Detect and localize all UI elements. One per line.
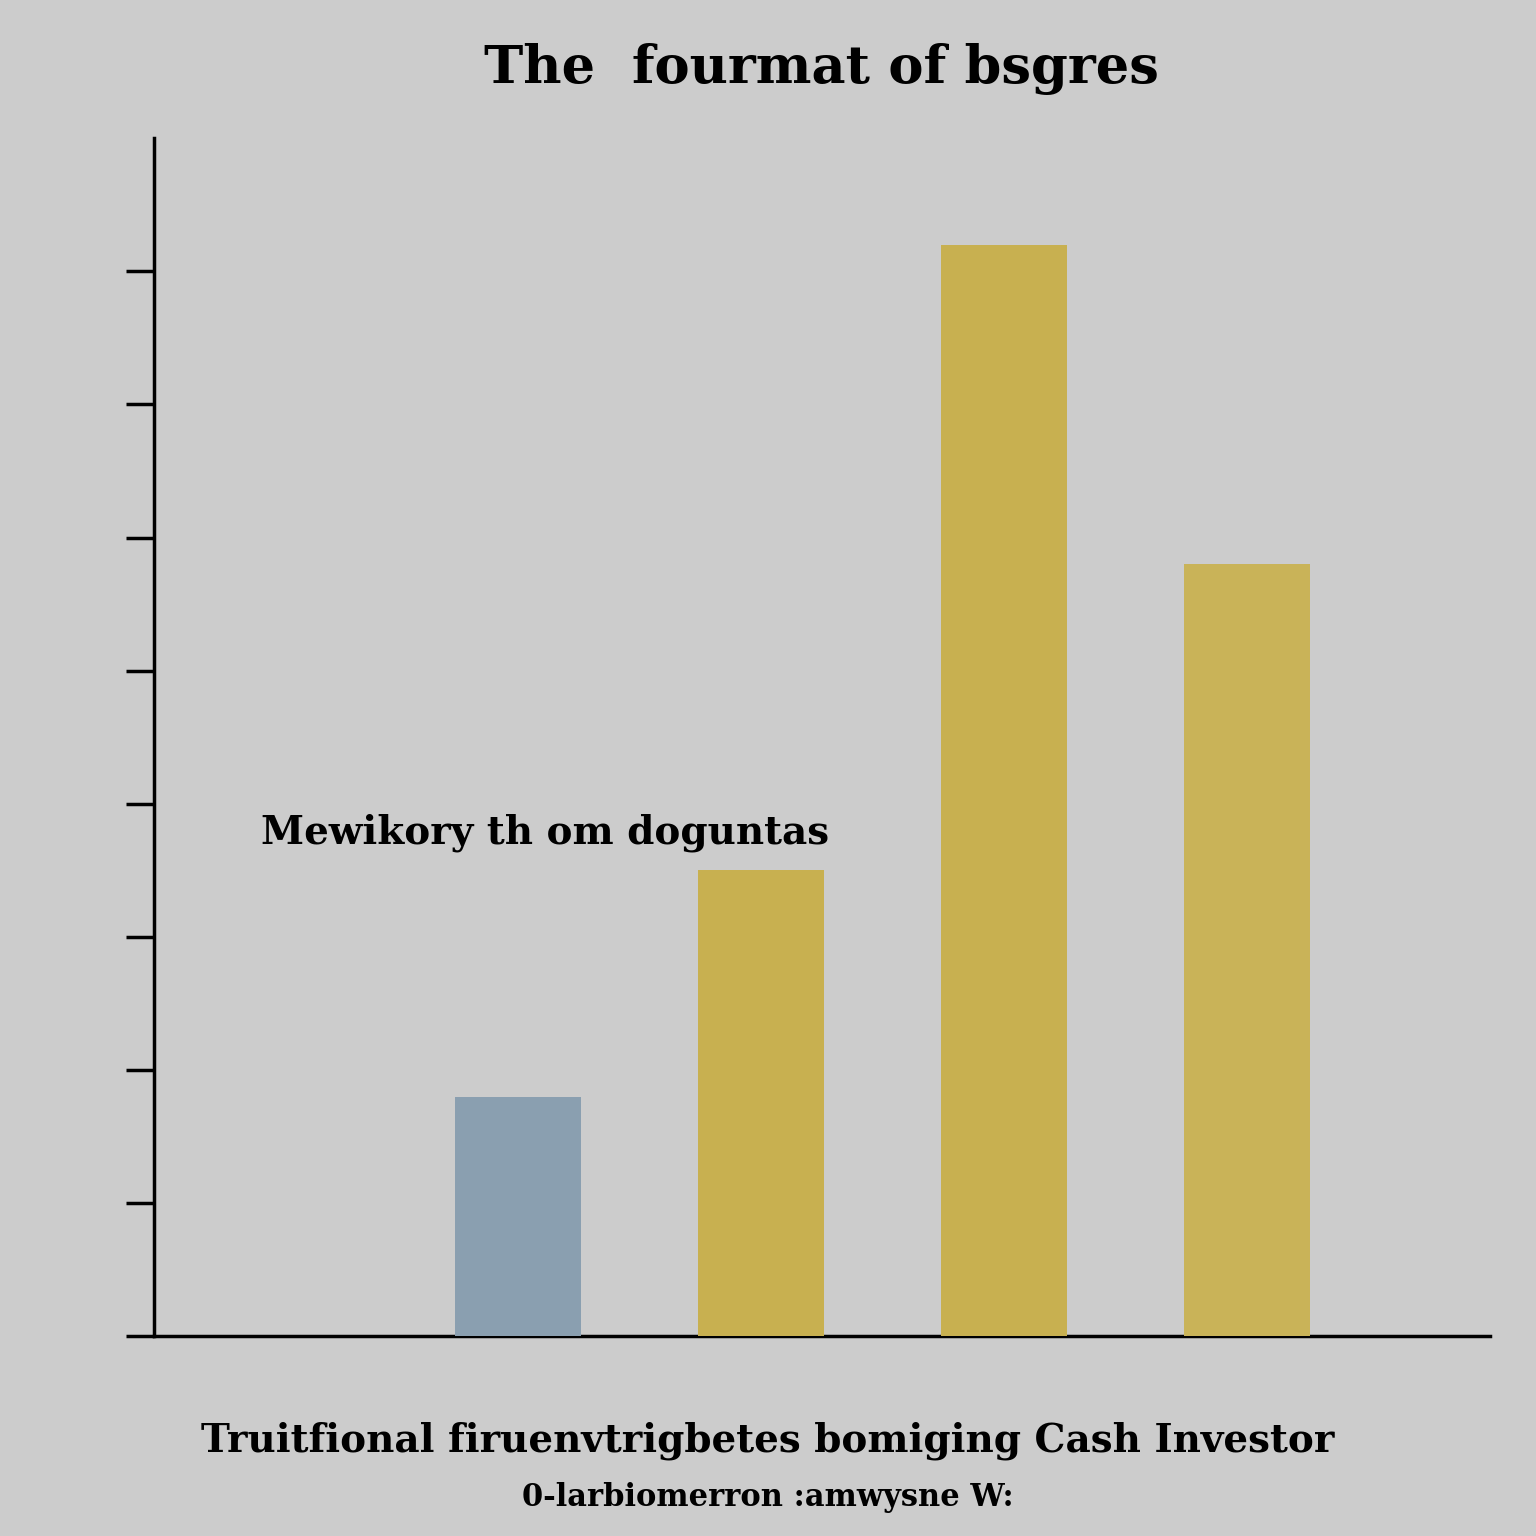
Text: Mewikory th om doguntas: Mewikory th om doguntas xyxy=(261,814,828,852)
Bar xyxy=(697,871,825,1336)
Text: Truitfional firuenvtrigbetes bomiging Cash Investor: Truitfional firuenvtrigbetes bomiging Ca… xyxy=(201,1421,1335,1461)
Bar xyxy=(1184,564,1310,1336)
Title: The  fourmat of bsgres: The fourmat of bsgres xyxy=(484,43,1160,95)
Bar xyxy=(942,244,1068,1336)
Text: 0-larbiomerron :amwysne W:: 0-larbiomerron :amwysne W: xyxy=(522,1482,1014,1513)
Bar xyxy=(455,1097,581,1336)
